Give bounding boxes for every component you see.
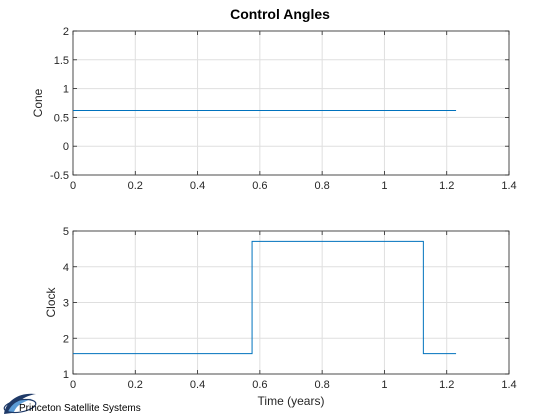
axes-box: [72, 230, 510, 375]
x-tick-label: 0.2: [128, 180, 143, 192]
y-tick-label: 1.5: [54, 55, 69, 67]
x-tick-label: 1.2: [439, 180, 454, 192]
clock-axes: 0 0.2 0.4 0.6 0.8 1 1.2 1.4 1 2 3 4 5 Clock Time (year…: [44, 226, 517, 408]
logo-text: Princeton Satellite Systems: [19, 403, 141, 414]
y-tick-label: -0.5: [50, 170, 69, 182]
x-tick-label: 0: [70, 379, 76, 391]
y-axis-label: Clock: [44, 287, 58, 318]
x-tick-label: 0: [70, 180, 76, 192]
y-tick-label: 3: [63, 298, 69, 310]
y-tick-label: 0: [63, 141, 69, 153]
plot-area: [73, 31, 509, 175]
x-tick-label: 0.6: [252, 180, 267, 192]
x-tick-label: 1: [381, 180, 387, 192]
y-tick-label: 1: [63, 84, 69, 96]
x-tick-label: 0.8: [314, 379, 329, 391]
x-tick-label: 1.4: [501, 379, 516, 391]
x-axis-label: Time (years): [258, 394, 325, 408]
series-line: [73, 240, 457, 355]
x-tick-label: 0.4: [190, 379, 205, 391]
y-tick-label: 1: [63, 369, 69, 381]
logo: Princeton Satellite Systems: [3, 393, 141, 414]
x-tick-label: 1: [381, 379, 387, 391]
axes-box: [72, 30, 510, 176]
y-tick-label: 2: [63, 333, 69, 345]
y-tick-label: 4: [63, 262, 69, 274]
x-tick-label: 0.4: [190, 180, 205, 192]
x-tick-label: 1.2: [439, 379, 454, 391]
x-tick-label: 0.8: [314, 180, 329, 192]
x-tick-label: 0.2: [128, 379, 143, 391]
chart-title: Control Angles: [230, 6, 330, 22]
y-tick-label: 2: [63, 26, 69, 38]
x-tick-label: 1.4: [501, 180, 516, 192]
x-tick-label: 0.6: [252, 379, 267, 391]
y-axis-label: Cone: [31, 88, 45, 117]
psss-swoosh-logo-icon: [3, 393, 37, 414]
y-tick-label: 0.5: [54, 112, 69, 124]
y-tick-label: 5: [63, 226, 69, 238]
